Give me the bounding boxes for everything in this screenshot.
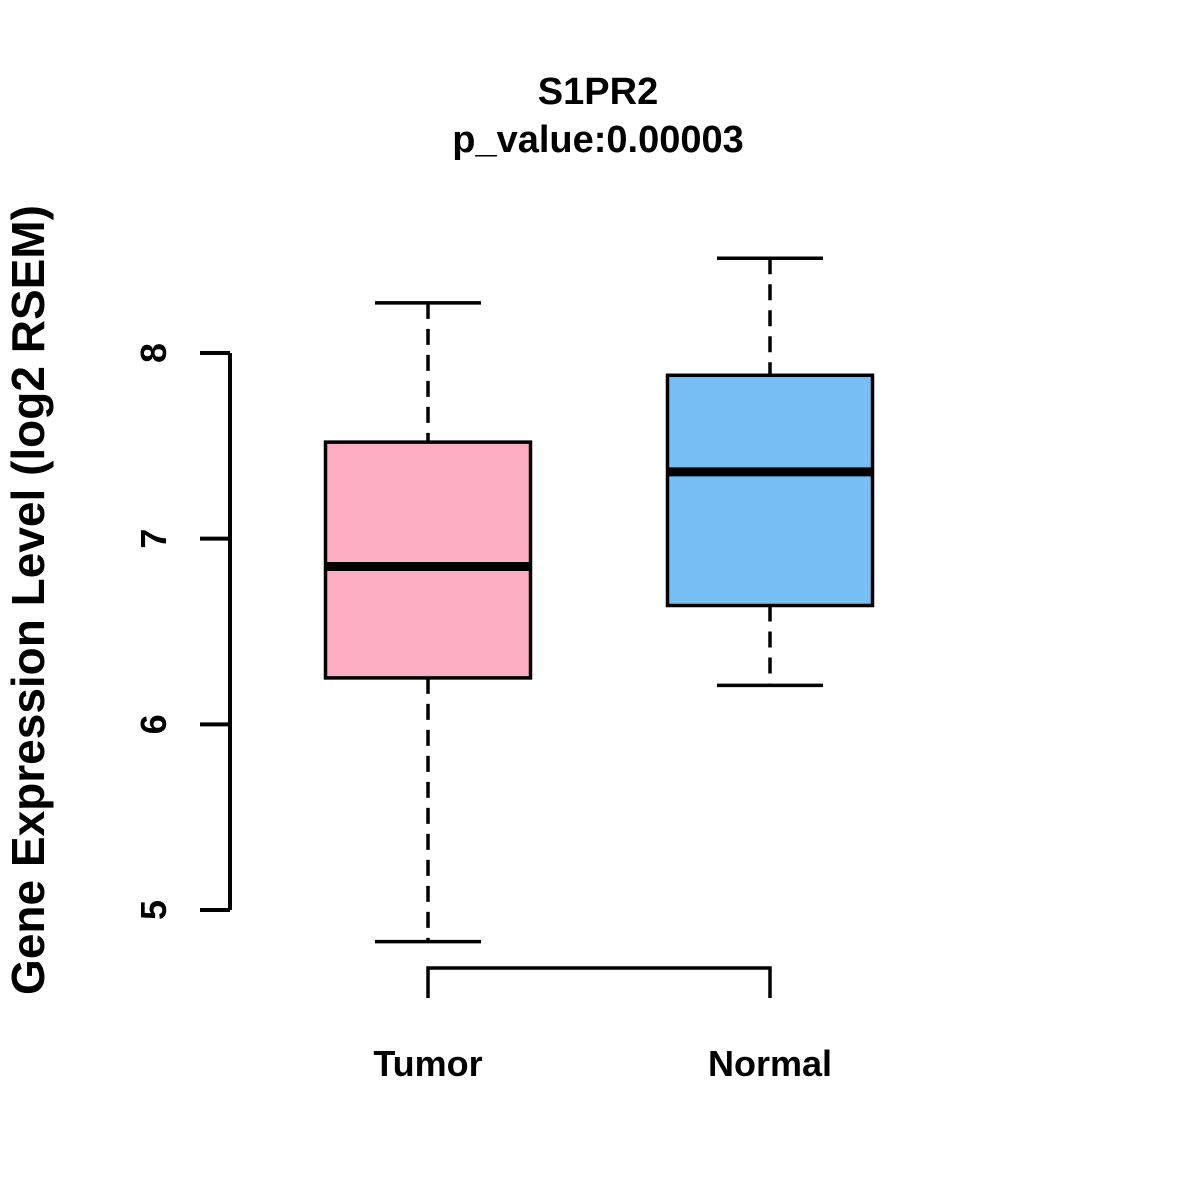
iqr-box-tumor <box>323 440 533 680</box>
y-tick-label-6: 6 <box>133 714 174 734</box>
y-axis-label: Gene Expression Level (log2 RSEM) <box>2 205 54 995</box>
x-category-label-tumor: Tumor <box>373 1043 482 1084</box>
chart-title: S1PR2 <box>538 71 658 113</box>
iqr-box-normal <box>665 373 875 608</box>
chart-subtitle: p_value:0.00003 <box>452 119 744 161</box>
x-axis-bracket <box>426 966 772 998</box>
y-tick-label-8: 8 <box>133 343 174 363</box>
y-tick-label-7: 7 <box>133 529 174 549</box>
plot-area: 5 6 7 8 Tumor Normal <box>133 256 875 1084</box>
x-category-label-normal: Normal <box>708 1043 832 1084</box>
y-tick-label-5: 5 <box>133 900 174 920</box>
